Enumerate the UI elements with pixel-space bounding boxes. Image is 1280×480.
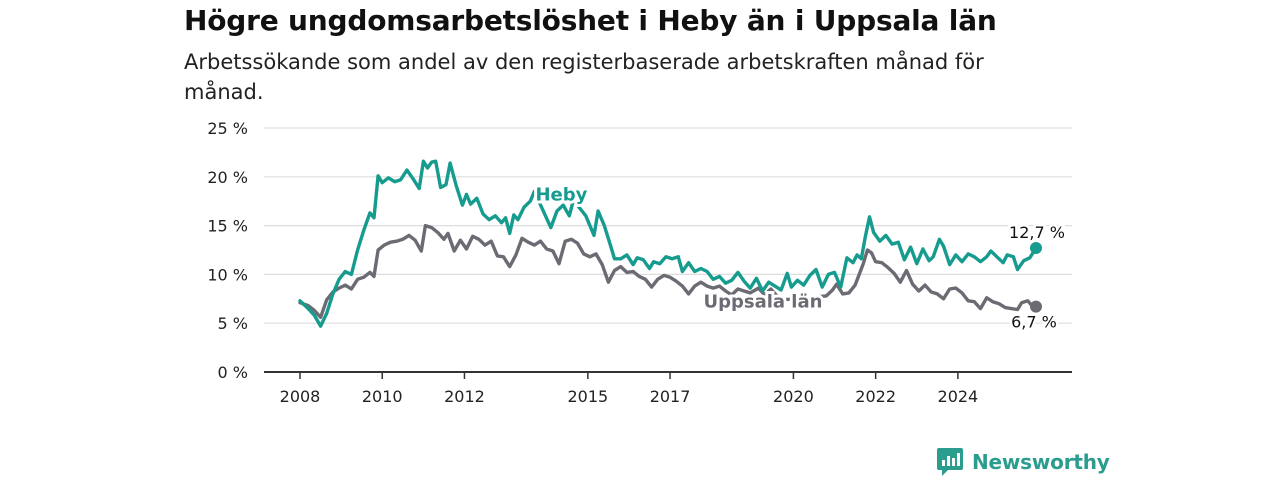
axes: 0 % 5 % 10 % 15 % 20 % 25 % 2008 2010 2012 2015 20…	[207, 119, 1072, 406]
series-lines	[298, 159, 1042, 328]
end-point-uppsala	[1030, 300, 1042, 313]
end-value-label-uppsala: 6,7 %	[1011, 313, 1057, 332]
x-tick-label: 2015	[567, 387, 608, 406]
series-label-heby: Heby	[535, 184, 587, 205]
y-tick-label: 25 %	[207, 119, 248, 138]
end-point-heby	[1030, 242, 1042, 255]
x-tick-label: 2024	[938, 387, 979, 406]
y-tick-label: 15 %	[207, 217, 248, 236]
x-tick-label: 2022	[855, 387, 896, 406]
x-tick-label: 2020	[773, 387, 814, 406]
x-tick-label: 2012	[444, 387, 485, 406]
page-subtitle: Arbetssökande som andel av den registerb…	[184, 50, 984, 104]
y-tick-label: 20 %	[207, 168, 248, 187]
series-line-heby	[298, 159, 1038, 328]
bar-chart-speech-icon	[937, 448, 963, 476]
series-line-uppsala	[298, 223, 1038, 319]
y-tick-label: 5 %	[218, 314, 248, 333]
grid-lines	[264, 127, 1072, 324]
brand-name: Newsworthy	[972, 450, 1110, 474]
y-tick-label: 10 %	[207, 265, 248, 284]
series-label-uppsala: Uppsala län	[703, 292, 822, 313]
page-title: Högre ungdomsarbetslöshet i Heby än i Up…	[184, 4, 997, 37]
end-value-label-heby: 12,7 %	[1009, 223, 1065, 242]
y-tick-label: 0 %	[218, 363, 248, 382]
chart-labels: Heby Uppsala län 12,7 % 6,7 %	[532, 181, 1067, 334]
brand-logo: Newsworthy	[936, 447, 1110, 477]
x-tick-label: 2010	[362, 387, 403, 406]
x-tick-label: 2008	[280, 387, 321, 406]
x-tick-label: 2017	[650, 387, 691, 406]
